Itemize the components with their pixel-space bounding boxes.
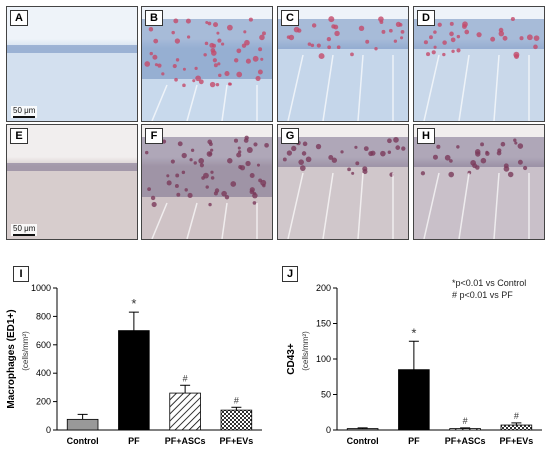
cell-stain-dots xyxy=(144,135,269,239)
panel-label-c: C xyxy=(281,10,299,26)
x-tick-label: PF+EVs xyxy=(499,436,533,446)
tissue-layer xyxy=(278,19,408,49)
bar-pf-evs xyxy=(500,424,533,431)
bar-pf xyxy=(398,369,430,431)
x-tick-label: Control xyxy=(67,436,99,446)
cell-stain-dots xyxy=(282,137,406,239)
significance-marker: * xyxy=(411,325,416,340)
y-tick-label: 200 xyxy=(316,283,331,293)
y-axis-unit: (cells/mm²) xyxy=(21,331,30,371)
bar-control xyxy=(346,428,379,431)
x-tick-label: PF xyxy=(128,436,140,446)
y-tick-label: 150 xyxy=(316,319,331,329)
y-tick-label: 0 xyxy=(46,425,51,435)
y-tick-label: 800 xyxy=(36,311,51,321)
chart-cd43: 0 50 100 150 200 CD43+ (cells/mm²) Control * PF # P… xyxy=(286,283,542,446)
y-tick-label: 0 xyxy=(326,425,331,435)
panel-label-i: I xyxy=(13,266,29,282)
y-tick-label: 100 xyxy=(316,354,331,364)
y-tick-label: 200 xyxy=(36,397,51,407)
tissue-layer xyxy=(7,163,137,171)
micrograph-e: E 50 μm xyxy=(6,124,138,240)
significance-marker: # xyxy=(514,411,519,421)
tissue-layer xyxy=(7,45,137,53)
legend-pf-note: # p<0.01 vs PF xyxy=(452,290,513,300)
bar-pf xyxy=(118,330,150,431)
micrograph-c: C xyxy=(277,6,409,122)
bar-pf-ascs xyxy=(449,428,481,431)
y-axis-unit: (cells/mm²) xyxy=(301,331,310,371)
micrograph-b: B xyxy=(141,6,273,122)
panel-label-d: D xyxy=(417,10,435,26)
cell-stain-dots xyxy=(144,17,266,121)
x-tick-label: PF+EVs xyxy=(219,436,253,446)
scale-bar: 50 μm xyxy=(11,224,38,236)
bar-pf-evs xyxy=(220,409,253,431)
y-tick-label: 1000 xyxy=(31,283,51,293)
x-tick-label: PF xyxy=(408,436,420,446)
x-tick-label: Control xyxy=(347,436,379,446)
bar-pf-ascs xyxy=(169,392,201,431)
significance-marker: # xyxy=(463,416,468,426)
panel-label-j: J xyxy=(282,266,298,282)
panel-label-b: B xyxy=(145,10,163,26)
panel-label-g: G xyxy=(281,128,299,144)
micrograph-h: H xyxy=(413,124,545,240)
x-tick-label: PF+ASCs xyxy=(445,436,486,446)
y-axis-label: CD43+ xyxy=(286,343,297,375)
micrograph-a: A 50 μm xyxy=(6,6,138,122)
panel-label-f: F xyxy=(145,128,163,144)
panel-label-e: E xyxy=(10,128,28,144)
significance-legend: *p<0.01 vs Control # p<0.01 vs PF xyxy=(452,278,526,300)
significance-marker: # xyxy=(234,395,239,405)
significance-marker: # xyxy=(183,373,188,383)
micrograph-d: D xyxy=(413,6,545,122)
micrograph-g: G xyxy=(277,124,409,240)
significance-marker: * xyxy=(131,296,136,311)
chart-macrophages: 0 200 400 600 800 1000 Macrophages (ED1+) (cell… xyxy=(6,283,262,446)
tissue-layer xyxy=(142,19,272,79)
panel-label-a: A xyxy=(10,10,28,26)
legend-control-note: *p<0.01 vs Control xyxy=(452,278,527,288)
scale-bar: 50 μm xyxy=(11,106,38,118)
bar-control xyxy=(66,418,99,431)
cell-stain-dots xyxy=(286,16,405,121)
y-axis-label: Macrophages (ED1+) xyxy=(6,309,17,408)
y-tick-label: 400 xyxy=(36,368,51,378)
cell-stain-dots xyxy=(423,16,540,121)
y-tick-label: 50 xyxy=(321,390,331,400)
x-tick-label: PF+ASCs xyxy=(165,436,206,446)
panel-label-h: H xyxy=(417,128,435,144)
micrograph-f: F xyxy=(141,124,273,240)
y-tick-label: 600 xyxy=(36,340,51,350)
